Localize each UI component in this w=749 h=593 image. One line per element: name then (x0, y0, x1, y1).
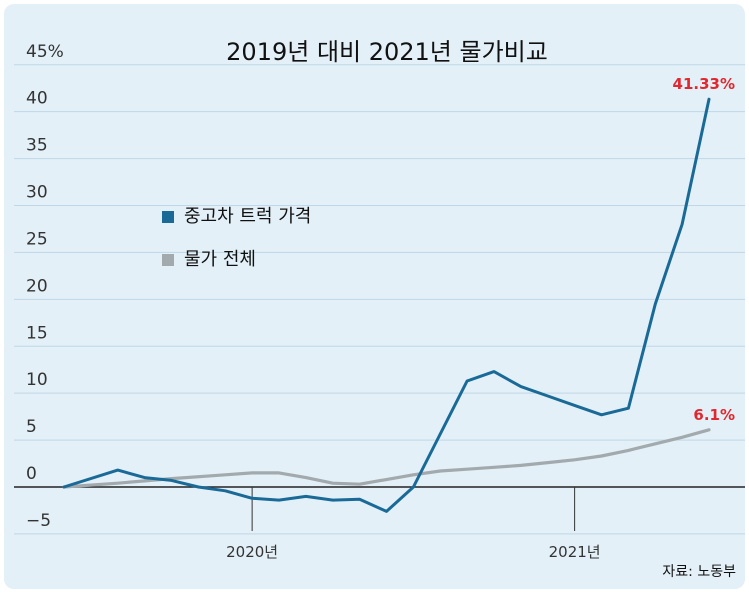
value-annotation: 6.1% (693, 406, 735, 424)
y-tick-label: 45% (26, 42, 64, 62)
y-tick-label: −5 (26, 511, 51, 531)
y-tick-label: 20 (26, 276, 48, 296)
legend-swatch (162, 211, 174, 223)
series-layer (62, 97, 711, 513)
x-tick-label: 2020년 (226, 543, 278, 561)
legend-label: 중고차 트럭 가격 (184, 206, 311, 227)
y-axis-ticks: 45% 40 35 30 25 20 15 10 5 0 −5 (26, 42, 64, 531)
series-line (62, 97, 711, 513)
y-tick-label: 10 (26, 370, 48, 390)
y-tick-label: 0 (26, 464, 37, 484)
annotation-layer: 41.33% 6.1% (673, 75, 735, 424)
legend-label: 물가 전체 (184, 249, 256, 270)
value-annotation: 41.33% (673, 75, 735, 93)
chart-frame: 2019년 대비 2021년 물가비교 45% 40 35 30 25 20 15 10 5 0 −… (4, 4, 745, 589)
y-tick-label: 35 (26, 136, 48, 156)
y-tick-label: 40 (26, 89, 48, 109)
x-tick-label: 2021년 (549, 543, 601, 561)
y-tick-label: 30 (26, 183, 48, 203)
y-tick-label: 5 (26, 417, 37, 437)
y-tick-label: 25 (26, 229, 48, 249)
series-line (62, 428, 711, 489)
y-tick-label: 15 (26, 323, 48, 343)
x-axis-ticks: 2020년 2021년 (226, 487, 601, 561)
grid-layer (14, 64, 745, 535)
chart-title: 2019년 대비 2021년 물가비교 (226, 38, 548, 66)
chart-canvas: 2019년 대비 2021년 물가비교 45% 40 35 30 25 20 15 10 5 0 −… (14, 38, 745, 580)
source-note: 자료: 노동부 (662, 564, 736, 580)
legend-swatch (162, 254, 174, 266)
